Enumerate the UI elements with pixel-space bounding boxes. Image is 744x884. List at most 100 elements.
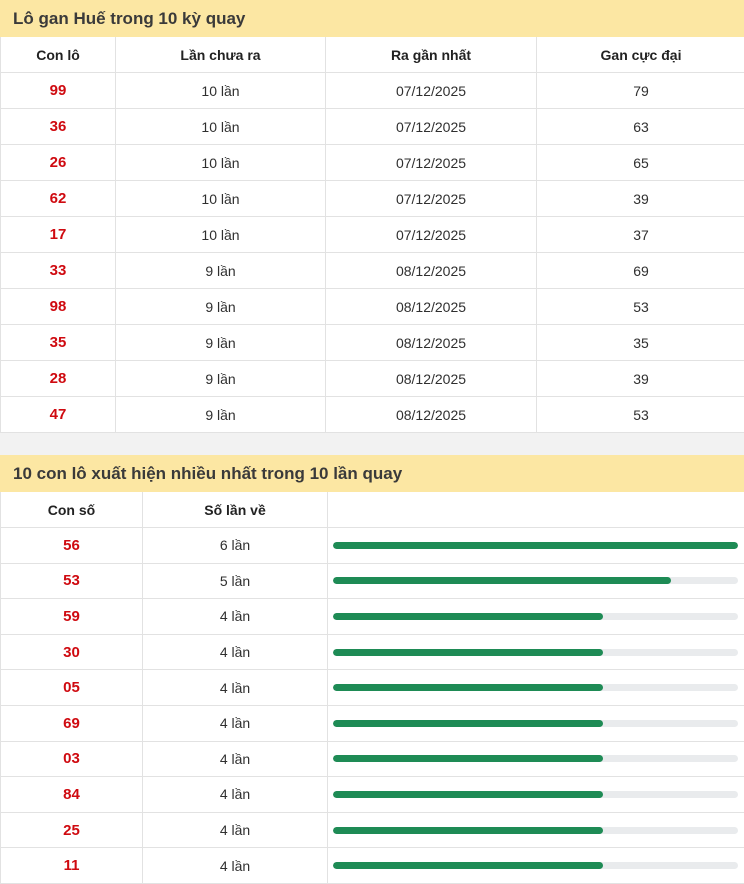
frequency-bar-cell: [328, 848, 744, 883]
frequency-bar-track: [333, 826, 738, 834]
frequency-bar-cell: [328, 777, 744, 812]
gan-table-row: 36 10 lần 07/12/2025 63: [1, 109, 744, 145]
frequency-bar-fill: [333, 684, 603, 692]
appearance-count: 4 lần: [143, 848, 328, 883]
column-header-so-lan-ve: Số lần về: [143, 492, 328, 527]
lottery-number: 35: [1, 325, 116, 360]
gan-table-row: 35 9 lần 08/12/2025 35: [1, 325, 744, 361]
lottery-number: 33: [1, 253, 116, 288]
frequency-bar-track: [333, 612, 738, 620]
gan-table-row: 98 9 lần 08/12/2025 53: [1, 289, 744, 325]
frequency-bar-fill: [333, 862, 603, 870]
frequency-bar-cell: [328, 564, 744, 599]
frequency-bar-track: [333, 790, 738, 798]
lottery-number: 99: [1, 73, 116, 108]
missed-count: 9 lần: [116, 325, 326, 360]
frequency-bar-track: [333, 648, 738, 656]
column-header-con-so: Con số: [1, 492, 143, 527]
lottery-number: 11: [1, 848, 143, 883]
frequency-table-row: 11 4 lần: [1, 848, 744, 884]
max-gan-value: 35: [633, 334, 649, 351]
lottery-number: 05: [1, 670, 143, 705]
frequency-bar-track: [333, 541, 738, 549]
max-gan-value: 65: [633, 154, 649, 171]
frequency-bar-cell: [328, 742, 744, 777]
missed-count: 10 lần: [116, 145, 326, 180]
lottery-number: 26: [1, 145, 116, 180]
frequency-bar-cell: [328, 635, 744, 670]
frequency-bar-cell: [328, 599, 744, 634]
column-header-gan-cuc-dai: Gan cực đại: [600, 46, 682, 63]
frequency-bar-track: [333, 719, 738, 727]
gan-table-row: 47 9 lần 08/12/2025 53: [1, 397, 744, 433]
appearance-count: 4 lần: [143, 599, 328, 634]
lottery-number: 17: [1, 217, 116, 252]
max-gan-value: 63: [633, 118, 649, 135]
lottery-number: 25: [1, 812, 143, 848]
lottery-number: 69: [1, 705, 143, 741]
max-gan-value: 37: [633, 226, 649, 243]
frequency-table-row: 30 4 lần: [1, 634, 744, 671]
missed-count: 10 lần: [116, 109, 326, 144]
frequency-table-row: 25 4 lần: [1, 812, 744, 849]
lottery-number: 59: [1, 599, 143, 634]
frequency-table-row: 53 5 lần: [1, 563, 744, 600]
appearance-count: 5 lần: [143, 563, 328, 599]
lottery-number: 84: [1, 777, 143, 812]
frequency-table-row: 69 4 lần: [1, 705, 744, 742]
frequency-bar-fill: [333, 612, 603, 620]
lottery-number: 56: [1, 528, 143, 563]
section-divider: [0, 433, 744, 455]
missed-count: 10 lần: [116, 73, 326, 108]
last-seen-date: 08/12/2025: [326, 361, 537, 396]
frequency-bar-cell: [328, 706, 744, 741]
frequency-bar-fill: [333, 541, 738, 549]
lottery-number: 30: [1, 634, 143, 670]
frequency-table-row: 84 4 lần: [1, 777, 744, 813]
appearance-count: 4 lần: [143, 777, 328, 812]
max-gan-value: 39: [633, 370, 649, 387]
frequency-table-body: 56 6 lần 53 5 lần 59 4 lần 30 4 lần 05 4 lần 69 4 l…: [1, 528, 744, 884]
frequency-table-row: 56 6 lần: [1, 528, 744, 564]
missed-count: 10 lần: [116, 217, 326, 252]
missed-count: 9 lần: [116, 397, 326, 432]
missed-count: 10 lần: [116, 181, 326, 216]
max-gan-value: 53: [633, 406, 649, 423]
frequency-table-section: 10 con lô xuất hiện nhiều nhất trong 10 …: [0, 455, 744, 884]
lottery-number: 98: [1, 289, 116, 324]
frequency-bar-fill: [333, 790, 603, 798]
gan-table: Con lô Lần chưa ra Ra gần nhất Gan cực đ…: [0, 37, 744, 433]
frequency-bar-cell: [328, 813, 744, 848]
max-gan-value: 39: [633, 190, 649, 207]
frequency-bar-cell: [328, 670, 744, 705]
frequency-table-row: 03 4 lần: [1, 741, 744, 778]
gan-table-row: 17 10 lần 07/12/2025 37: [1, 217, 744, 253]
last-seen-date: 07/12/2025: [326, 181, 537, 216]
frequency-bar-cell: [328, 528, 744, 563]
last-seen-date: 08/12/2025: [326, 253, 537, 288]
max-gan-value: 53: [633, 298, 649, 315]
frequency-bar-track: [333, 862, 738, 870]
last-seen-date: 07/12/2025: [326, 109, 537, 144]
gan-table-section: Lô gan Huế trong 10 kỳ quay Con lô Lần c…: [0, 0, 744, 433]
last-seen-date: 07/12/2025: [326, 145, 537, 180]
last-seen-date: 07/12/2025: [326, 73, 537, 108]
gan-table-header-row: Con lô Lần chưa ra Ra gần nhất Gan cực đ…: [1, 37, 744, 73]
appearance-count: 4 lần: [143, 741, 328, 777]
last-seen-date: 07/12/2025: [326, 217, 537, 252]
column-header-lan-chua-ra: Lần chưa ra: [116, 37, 326, 72]
gan-table-row: 28 9 lần 08/12/2025 39: [1, 361, 744, 397]
gan-table-row: 26 10 lần 07/12/2025 65: [1, 145, 744, 181]
appearance-count: 6 lần: [143, 528, 328, 563]
gan-table-row: 33 9 lần 08/12/2025 69: [1, 253, 744, 289]
frequency-bar-track: [333, 577, 738, 585]
appearance-count: 4 lần: [143, 634, 328, 670]
frequency-table: Con số Số lần về 56 6 lần 53 5 lần 59 4 lần 30…: [0, 492, 744, 884]
appearance-count: 4 lần: [143, 705, 328, 741]
gan-table-body: 99 10 lần 07/12/2025 79 36 10 lần 07/12/2025 63…: [1, 73, 744, 433]
last-seen-date: 08/12/2025: [326, 325, 537, 360]
gan-table-row: 99 10 lần 07/12/2025 79: [1, 73, 744, 109]
lottery-number: 03: [1, 741, 143, 777]
last-seen-date: 08/12/2025: [326, 397, 537, 432]
